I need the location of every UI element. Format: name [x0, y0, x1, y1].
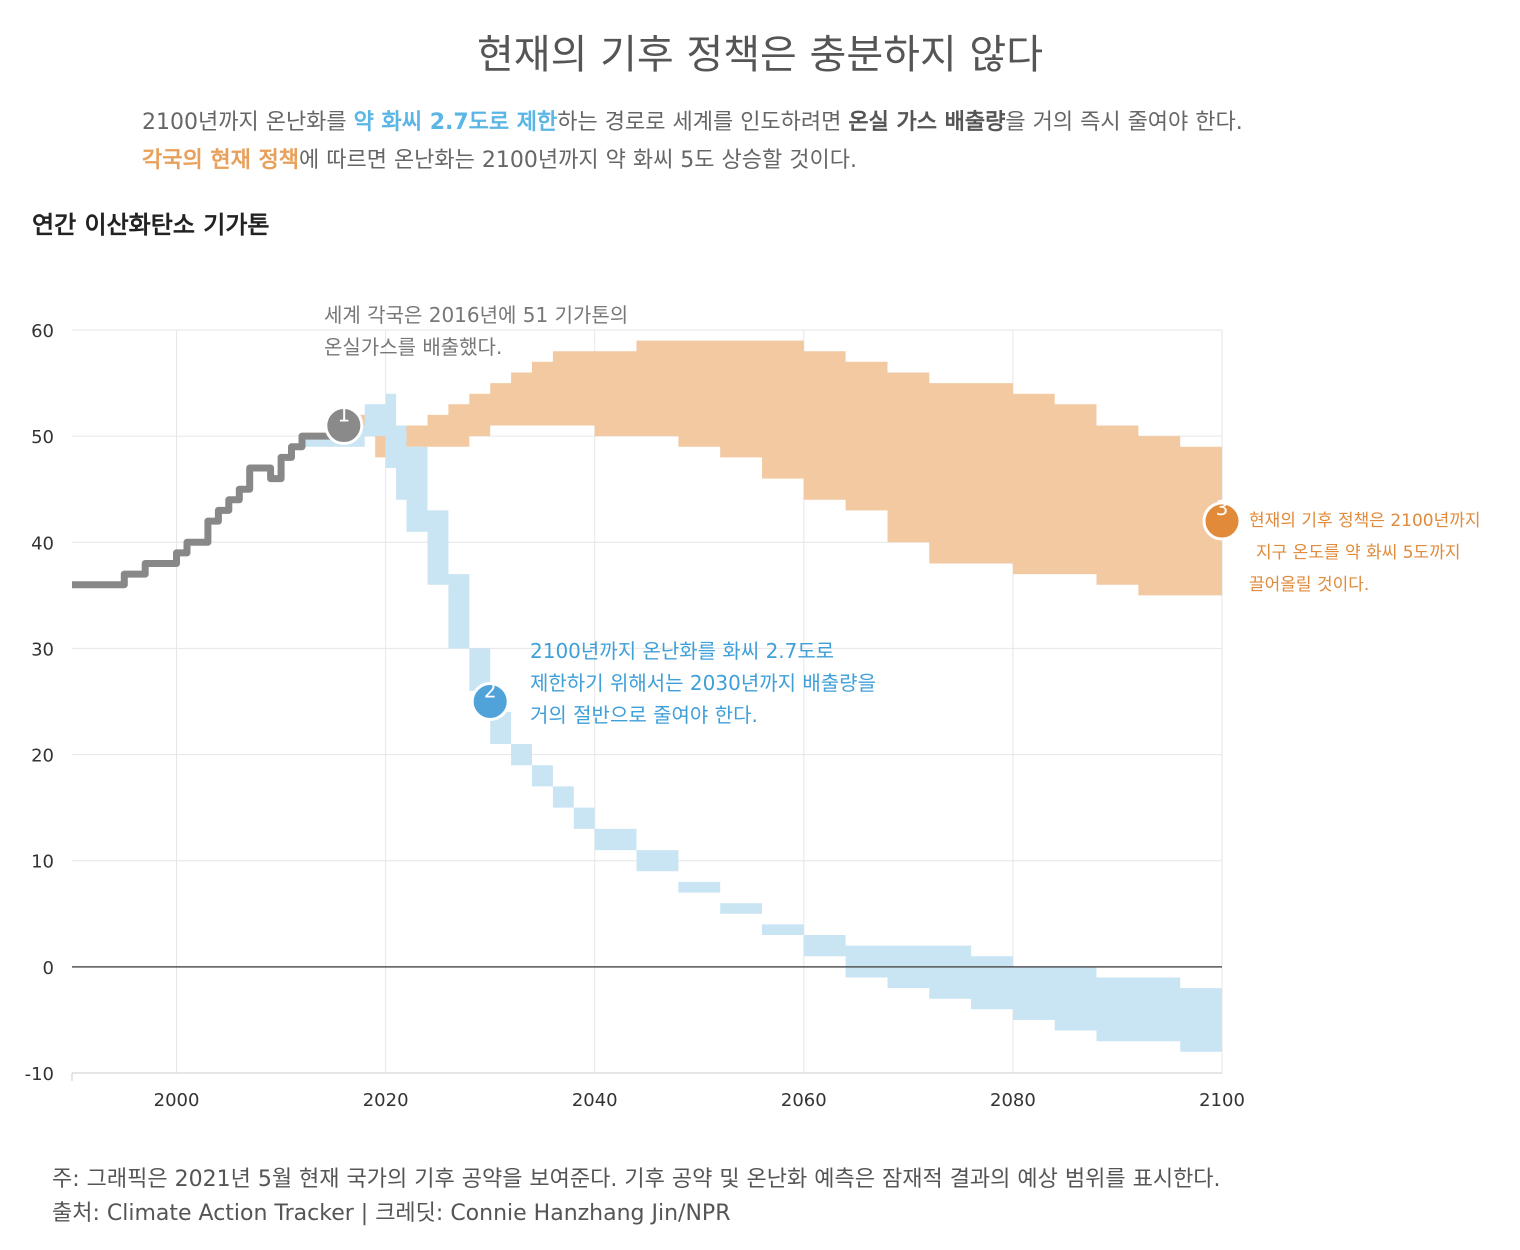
footer-source: 출처: Climate Action Tracker | 크레딧: Connie…	[52, 1201, 731, 1226]
x-tick-label: 2080	[990, 1090, 1036, 1111]
subtitle-text: 하는 경로로 세계를 인도하려면	[557, 110, 849, 135]
subtitle-text: 2100년까지 온난화를	[142, 110, 354, 135]
marker-2-circle	[470, 682, 510, 721]
y-axis: -10 0 10 20 30 40 50 60	[25, 321, 54, 1085]
x-tick-label: 2060	[781, 1090, 827, 1111]
y-tick-label: 10	[31, 852, 54, 873]
annotation-2-line1: 2100년까지 온난화를 화씨 2.7도로	[530, 639, 834, 663]
annotation-2-line3: 거의 절반으로 줄여야 한다.	[530, 703, 758, 727]
annotation-1-line2: 온실가스를 배출했다.	[324, 335, 502, 359]
annotation-3-line1: 현재의 기후 정책은 2100년까지	[1249, 511, 1481, 531]
chart-title: 현재의 기후 정책은 충분하지 않다	[476, 32, 1044, 78]
marker-1: 1	[324, 403, 364, 446]
y-tick-label: 50	[31, 427, 54, 448]
y-axis-heading: 연간 이산화탄소 기가톤	[32, 211, 270, 239]
annotation-1-line1: 세계 각국은 2016년에 51 기가톤의	[324, 303, 628, 327]
marker-1-label: 1	[337, 403, 350, 427]
y-tick-label: -10	[25, 1064, 54, 1085]
chart-footer: 주: 그래픽은 2021년 5월 현재 국가의 기후 공약을 보여준다. 기후 …	[52, 1163, 1221, 1231]
marker-2-label: 2	[484, 679, 497, 703]
subtitle-highlight-pathway: 약 화씨 2.7도로 제한	[353, 110, 558, 135]
subtitle-text: 에 따르면 온난화는 2100년까지 약 화씨 5도 상승할 것이다.	[299, 148, 857, 173]
marker-3-label: 3	[1216, 496, 1229, 520]
x-tick-label: 2000	[154, 1090, 200, 1111]
footer-note: 주: 그래픽은 2021년 5월 현재 국가의 기후 공약을 보여준다. 기후 …	[52, 1167, 1221, 1192]
x-tick-label: 2040	[572, 1090, 618, 1111]
y-tick-label: 0	[43, 958, 54, 979]
chart-subtitle: 2100년까지 온난화를 약 화씨 2.7도로 제한하는 경로로 세계를 인도하…	[142, 104, 1502, 180]
x-tick-label: 2020	[363, 1090, 409, 1111]
x-tick-label: 2100	[1199, 1090, 1245, 1111]
chart-canvas: -10 0 10 20 30 40 50 60 2000 2020 2040 2060 2080 210…	[25, 303, 1481, 1111]
subtitle-highlight-policy: 각국의 현재 정책	[142, 148, 299, 173]
annotation-2-line2: 제한하기 위해서는 2030년까지 배출량을	[530, 671, 876, 695]
current-policy-band	[343, 340, 1222, 596]
historical-emissions-line	[72, 422, 344, 589]
marker-3-circle	[1202, 501, 1242, 541]
y-tick-label: 20	[31, 746, 54, 767]
annotation-3-line2: 지구 온도를 약 화씨 5도까지	[1256, 543, 1460, 563]
subtitle-highlight-emissions: 온실 가스 배출량	[848, 110, 1006, 135]
annotation-3-line3: 끌어올릴 것이다.	[1249, 575, 1369, 595]
y-tick-label: 30	[31, 639, 54, 660]
y-tick-label: 60	[31, 321, 54, 342]
marker-3: 3	[1202, 496, 1242, 541]
y-tick-label: 40	[31, 533, 54, 554]
subtitle-text: 을 거의 즉시 줄여야 한다.	[1005, 110, 1243, 135]
marker-1-circle	[324, 406, 364, 446]
x-axis: 2000 2020 2040 2060 2080 2100	[71, 1072, 1245, 1111]
pathway-2-7-band	[302, 393, 1222, 1063]
marker-2: 2	[470, 679, 510, 721]
